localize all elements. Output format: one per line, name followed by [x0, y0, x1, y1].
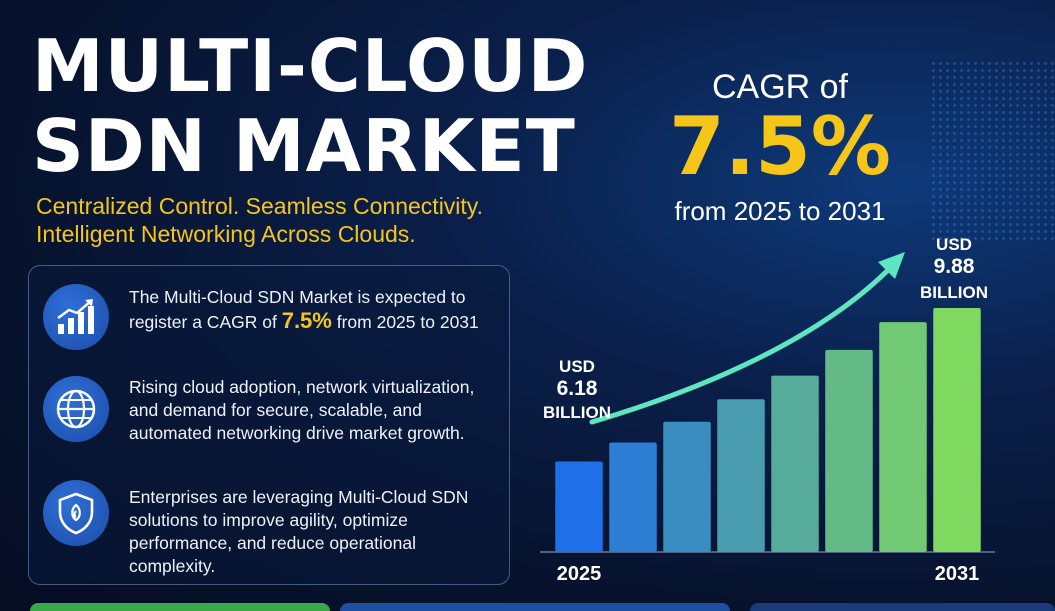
bottom-card-3 — [750, 603, 1055, 611]
end-value-number: 9.88 — [934, 255, 975, 278]
bar-0 — [555, 461, 603, 552]
info-panel: The Multi-Cloud SDN Market is expected t… — [28, 265, 510, 585]
tagline: Centralized Control. Seamless Connectivi… — [36, 192, 483, 248]
growth-chart-icon — [43, 284, 109, 350]
end-value-unit: BILLION — [920, 283, 988, 302]
page-title: MULTI-CLOUD SDN MARKET — [32, 26, 588, 186]
cagr-range: from 2025 to 2031 — [674, 196, 886, 226]
panel-item-1-text: The Multi-Cloud SDN Market is expected t… — [129, 286, 499, 334]
tagline-line-2: Intelligent Networking Across Clouds. — [36, 221, 416, 247]
panel-item-1-highlight: 7.5% — [281, 308, 332, 333]
bar-1 — [609, 442, 657, 552]
x-tick-label-2025: 2025 — [557, 563, 602, 585]
shield-icon — [43, 480, 109, 546]
cagr-label: CAGR of — [711, 68, 849, 106]
globe-icon — [43, 376, 109, 442]
trend-arrow-head — [878, 252, 905, 279]
title-line-1: MULTI-CLOUD — [32, 24, 589, 108]
bar-5 — [825, 349, 873, 552]
cagr-value: 7.5% — [669, 100, 891, 193]
tagline-line-1: Centralized Control. Seamless Connectivi… — [36, 193, 483, 219]
bar-4 — [771, 375, 819, 552]
x-tick-label-2031: 2031 — [935, 563, 980, 585]
title-line-2: SDN MARKET — [32, 104, 576, 188]
start-value-number: 6.18 — [557, 377, 598, 400]
start-value-unit: BILLION — [543, 403, 611, 422]
bar-7 — [933, 308, 981, 552]
bottom-card-1 — [30, 603, 330, 611]
panel-item-1-text-after: from 2025 to 2031 — [336, 312, 479, 332]
bar-2 — [663, 421, 711, 552]
trend-arrow — [589, 262, 896, 425]
panel-item-2-text: Rising cloud adoption, network virtualiz… — [129, 377, 475, 443]
panel-item-3-text: Enterprises are leveraging Multi-Cloud S… — [129, 487, 469, 576]
start-value-usd: USD — [559, 357, 595, 376]
bar-6 — [879, 322, 927, 552]
panel-item-1-text-before: The Multi-Cloud SDN Market is expected t… — [129, 287, 466, 332]
bottom-card-2 — [340, 603, 730, 611]
bar-3 — [717, 399, 765, 552]
world-map-dots — [930, 60, 1055, 240]
